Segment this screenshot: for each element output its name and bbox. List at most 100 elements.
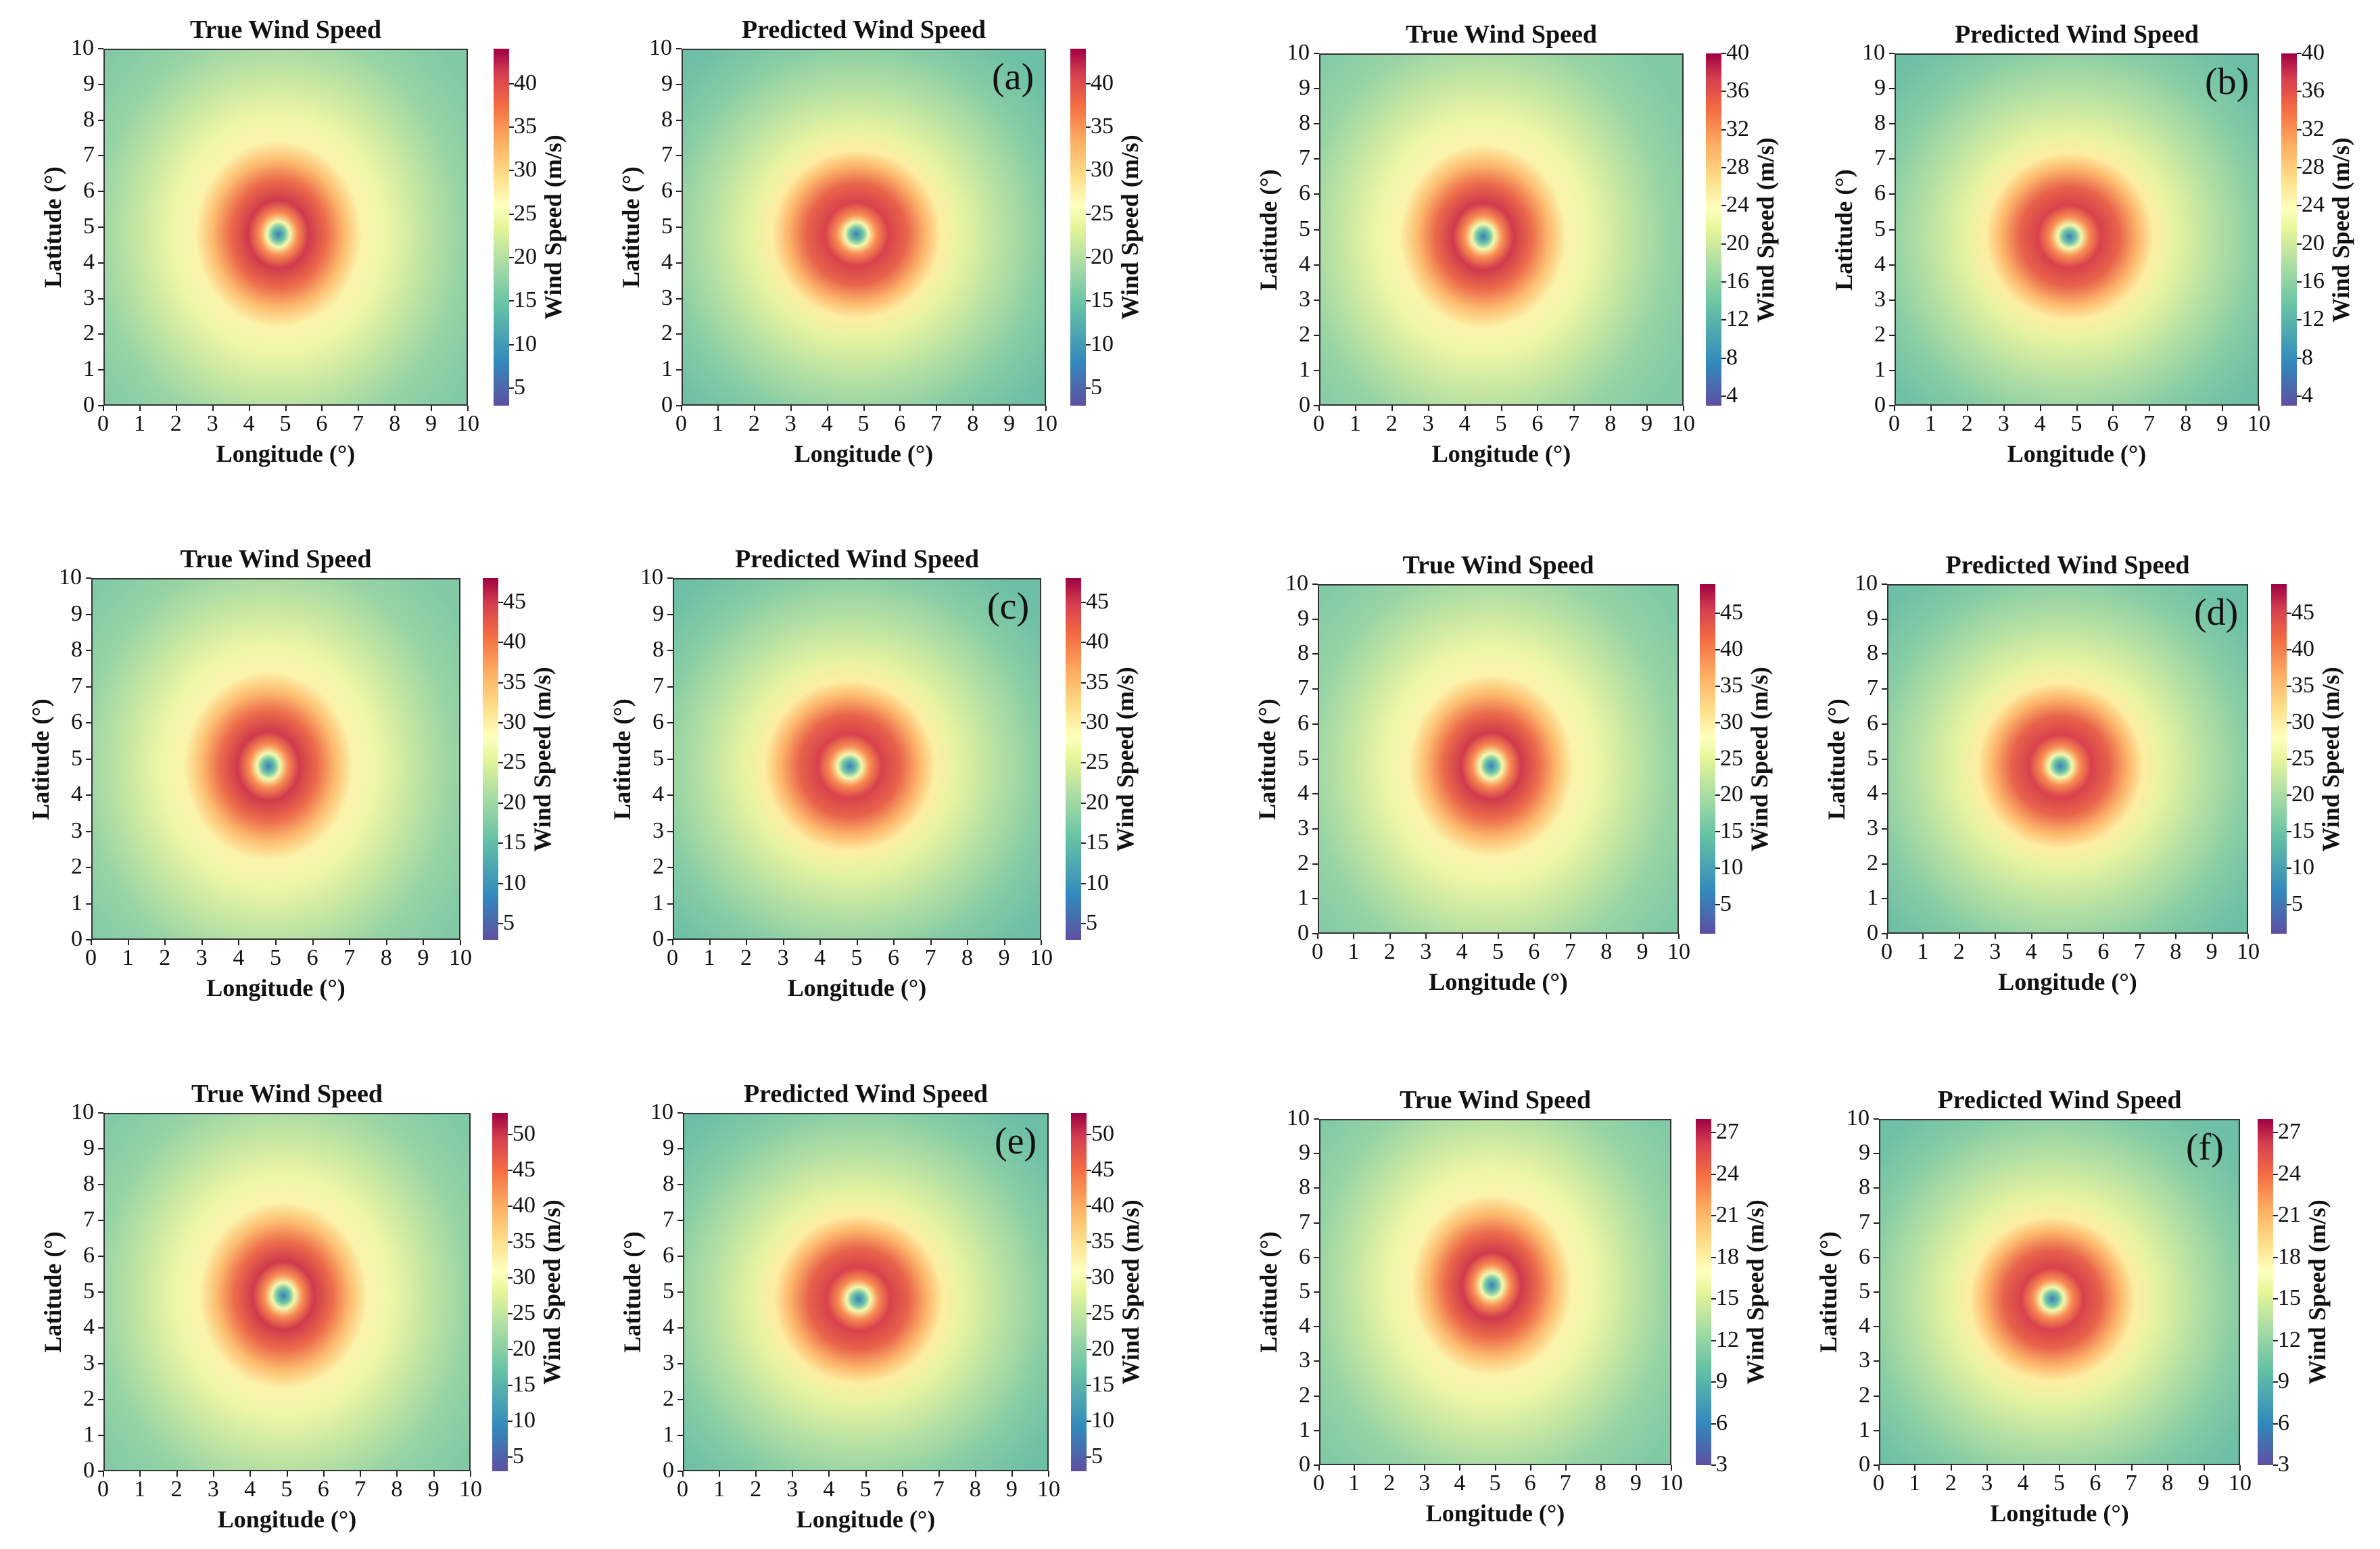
colorbar-tick-label: 24: [2302, 192, 2325, 218]
y-tick-label: 6: [661, 178, 673, 204]
x-tick-label: 6: [306, 945, 318, 970]
y-tick-mark: [1314, 264, 1319, 266]
colorbar-tick-mark: [1086, 213, 1091, 215]
x-tick-mark: [470, 1471, 471, 1477]
y-tick-label: 5: [1298, 745, 1309, 771]
x-tick-mark: [431, 406, 433, 411]
x-tick-mark: [828, 1471, 830, 1477]
y-tick-label: 1: [1299, 1416, 1310, 1442]
y-tick-label: 0: [71, 926, 82, 951]
colorbar-tick-mark: [498, 882, 503, 884]
colorbar-tick-label: 25: [513, 1300, 536, 1325]
x-tick-label: 7: [930, 411, 943, 436]
colorbar-tick-mark: [1711, 1256, 1716, 1258]
colorbar-tick-mark: [1086, 257, 1091, 259]
x-tick-label: 1: [1348, 1471, 1360, 1496]
x-tick-mark: [2211, 934, 2213, 939]
x-tick-mark: [930, 940, 932, 945]
colorbar-tick-label: 4: [2302, 382, 2313, 408]
y-tick-mark: [1874, 1291, 1879, 1293]
x-tick-label: 8: [2180, 411, 2192, 436]
y-tick-mark: [1874, 1395, 1879, 1397]
colorbar-tick-label: 35: [1091, 1228, 1114, 1254]
panel-letter: (c): [987, 586, 1030, 627]
y-tick-mark: [1874, 1429, 1879, 1431]
x-tick-mark: [1635, 1465, 1637, 1471]
x-tick-mark: [1041, 940, 1042, 945]
y-tick-label: 10: [649, 35, 672, 60]
x-tick-mark: [1529, 1465, 1531, 1471]
y-tick-mark: [1314, 369, 1319, 371]
colorbar-tick-mark: [1711, 1173, 1716, 1175]
y-axis-label: Latitude (°): [39, 166, 66, 288]
y-axis-label: Latitude (°): [39, 1231, 66, 1353]
y-tick-mark: [1314, 1360, 1319, 1362]
x-tick-label: 0: [667, 945, 678, 970]
y-tick-label: 4: [1298, 780, 1309, 806]
x-tick-label: 7: [924, 945, 936, 970]
x-tick-mark: [893, 940, 895, 945]
y-tick-mark: [86, 830, 91, 832]
y-tick-mark: [98, 1184, 103, 1185]
x-tick-mark: [164, 940, 166, 945]
colorbar: [2281, 53, 2297, 406]
x-tick-mark: [1930, 406, 1932, 411]
colorbar-tick-label: 40: [1091, 70, 1114, 95]
y-tick-mark: [1882, 758, 1887, 760]
x-tick-label: 1: [1348, 939, 1360, 964]
colorbar-tick-label: 5: [1720, 890, 1732, 916]
y-tick-label: 3: [83, 1350, 95, 1375]
x-tick-mark: [682, 1471, 684, 1477]
x-tick-mark: [2030, 934, 2032, 939]
colorbar-tick-mark: [498, 601, 503, 603]
y-tick-label: 7: [83, 142, 95, 168]
y-tick-label: 3: [1859, 1348, 1870, 1373]
colorbar-label: Wind Speed (m/s): [2304, 1199, 2331, 1385]
y-tick-mark: [98, 1399, 103, 1400]
y-tick-label: 8: [83, 1171, 95, 1196]
y-tick-mark: [667, 867, 673, 868]
x-tick-mark: [1391, 406, 1393, 411]
x-tick-mark: [1045, 406, 1047, 411]
y-tick-label: 8: [661, 106, 673, 132]
y-tick-mark: [1312, 723, 1318, 725]
x-tick-mark: [321, 406, 323, 411]
colorbar-tick-label: 15: [1091, 1371, 1114, 1397]
colorbar-tick-label: 20: [2302, 230, 2325, 256]
colorbar-tick-label: 15: [2278, 1285, 2301, 1311]
colorbar-tick-mark: [2297, 281, 2302, 283]
x-tick-mark: [1914, 1465, 1916, 1471]
y-tick-label: 8: [1299, 110, 1310, 136]
y-tick-label: 2: [1298, 850, 1309, 876]
colorbar-tick-label: 32: [2302, 116, 2325, 141]
colorbar-label: Wind Speed (m/s): [2327, 137, 2354, 323]
colorbar-tick-label: 20: [503, 789, 526, 815]
colorbar-tick-mark: [509, 343, 514, 345]
colorbar-tick-mark: [509, 387, 514, 389]
y-tick-label: 9: [83, 70, 95, 96]
y-tick-mark: [1874, 1187, 1879, 1189]
x-tick-label: 2: [1961, 411, 1973, 436]
y-tick-mark: [667, 830, 673, 832]
y-tick-mark: [676, 297, 682, 300]
x-tick-mark: [275, 940, 277, 945]
y-tick-mark: [98, 191, 103, 193]
y-tick-mark: [1314, 88, 1319, 90]
x-tick-mark: [938, 1471, 940, 1477]
y-axis-label: Latitude (°): [27, 698, 54, 820]
x-tick-mark: [1048, 1471, 1049, 1477]
x-tick-mark: [175, 406, 177, 411]
y-tick-mark: [1312, 618, 1318, 620]
x-tick-mark: [1494, 1465, 1496, 1471]
colorbar-tick-mark: [1081, 882, 1086, 884]
colorbar-tick-mark: [1087, 1277, 1091, 1279]
colorbar-tick-mark: [498, 842, 503, 844]
y-tick-mark: [677, 1435, 683, 1436]
colorbar-tick-label: 12: [2278, 1327, 2301, 1352]
y-tick-mark: [677, 1363, 683, 1364]
colorbar-tick-label: 30: [1091, 1264, 1114, 1289]
y-tick-label: 3: [1867, 815, 1878, 840]
x-tick-label: 7: [343, 945, 356, 970]
y-tick-label: 10: [1847, 1105, 1870, 1130]
colorbar: [1696, 1119, 1711, 1465]
